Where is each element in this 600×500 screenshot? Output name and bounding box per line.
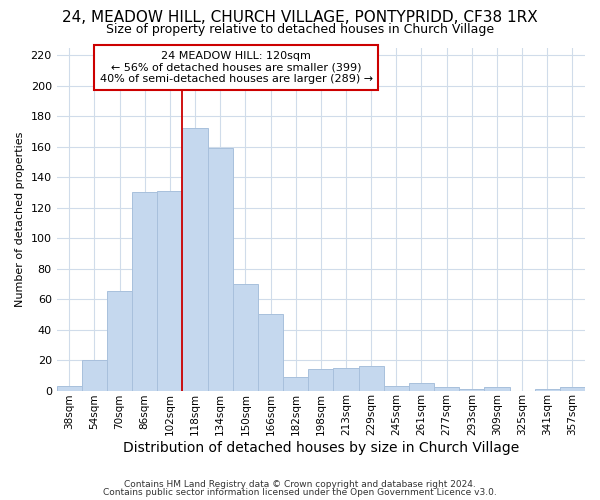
- Text: 24 MEADOW HILL: 120sqm
← 56% of detached houses are smaller (399)
40% of semi-de: 24 MEADOW HILL: 120sqm ← 56% of detached…: [100, 51, 373, 84]
- Bar: [157, 191, 182, 390]
- Bar: [459, 389, 484, 390]
- Bar: [107, 292, 132, 390]
- Bar: [535, 389, 560, 390]
- Bar: [409, 383, 434, 390]
- X-axis label: Distribution of detached houses by size in Church Village: Distribution of detached houses by size …: [123, 441, 519, 455]
- Bar: [258, 314, 283, 390]
- Text: Contains HM Land Registry data © Crown copyright and database right 2024.: Contains HM Land Registry data © Crown c…: [124, 480, 476, 489]
- Bar: [182, 128, 208, 390]
- Bar: [82, 360, 107, 390]
- Bar: [132, 192, 157, 390]
- Bar: [484, 388, 509, 390]
- Bar: [233, 284, 258, 391]
- Bar: [283, 377, 308, 390]
- Bar: [560, 388, 585, 390]
- Bar: [434, 388, 459, 390]
- Text: Size of property relative to detached houses in Church Village: Size of property relative to detached ho…: [106, 22, 494, 36]
- Text: 24, MEADOW HILL, CHURCH VILLAGE, PONTYPRIDD, CF38 1RX: 24, MEADOW HILL, CHURCH VILLAGE, PONTYPR…: [62, 10, 538, 25]
- Bar: [308, 369, 334, 390]
- Text: Contains public sector information licensed under the Open Government Licence v3: Contains public sector information licen…: [103, 488, 497, 497]
- Bar: [334, 368, 359, 390]
- Y-axis label: Number of detached properties: Number of detached properties: [15, 132, 25, 306]
- Bar: [384, 386, 409, 390]
- Bar: [56, 386, 82, 390]
- Bar: [359, 366, 384, 390]
- Bar: [208, 148, 233, 390]
